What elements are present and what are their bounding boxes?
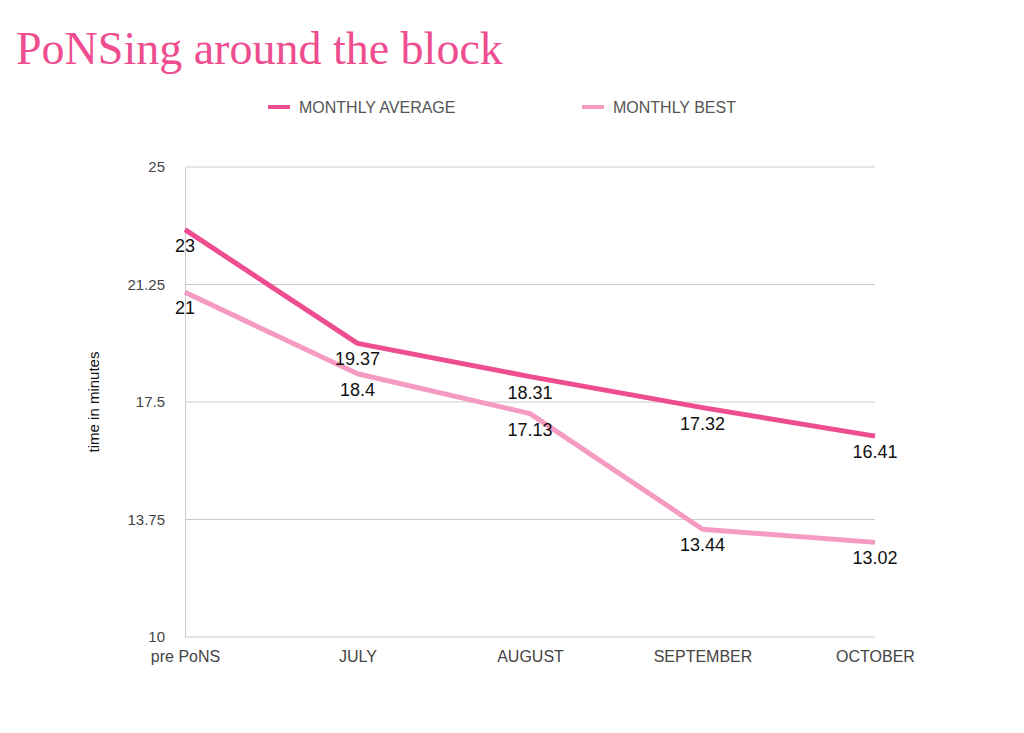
title: PoNSing around the block	[16, 23, 503, 74]
y-tick: 25	[148, 158, 185, 175]
grid-line	[185, 284, 875, 285]
y-axis-title: time in minutes	[85, 352, 102, 453]
data-label: 21	[175, 298, 195, 318]
x-tick-label: JULY	[339, 648, 377, 665]
y-tick-label: 13.75	[127, 511, 165, 528]
data-labels: 23 19.37 18.31 17.32 16.41 21 18.4 17.13 13.44 13…	[175, 236, 898, 569]
y-tick: 21.25	[127, 276, 185, 293]
data-label: 13.02	[852, 548, 897, 568]
legend-swatch	[582, 105, 604, 109]
data-label: 19.37	[335, 349, 380, 369]
y-tick-label: 10	[148, 628, 165, 645]
data-label: 18.4	[340, 380, 375, 400]
grid-line	[185, 637, 875, 638]
plot-area	[185, 230, 875, 543]
x-tick-label: OCTOBER	[836, 648, 915, 665]
data-label: 17.13	[507, 420, 552, 440]
data-label: 18.31	[507, 383, 552, 403]
legend: MONTHLY AVERAGE MONTHLY BEST	[268, 99, 736, 116]
legend-label: MONTHLY AVERAGE	[299, 99, 455, 116]
grid-line	[185, 167, 875, 168]
grid	[185, 167, 875, 637]
legend-swatch	[268, 105, 290, 109]
data-label: 13.44	[680, 535, 725, 555]
y-axis: 10 13.75 17.5 21.25 25	[127, 158, 185, 645]
data-label: 17.32	[680, 414, 725, 434]
x-tick: JULY	[339, 637, 377, 665]
y-tick-label: 21.25	[127, 276, 165, 293]
x-tick: SEPTEMBER	[654, 637, 753, 665]
x-tick-label: pre PoNS	[151, 648, 220, 665]
series-line	[185, 230, 875, 436]
x-tick: OCTOBER	[836, 637, 915, 665]
y-tick: 10	[148, 628, 185, 645]
y-tick: 17.5	[136, 393, 185, 410]
chart: PoNSing around the blockMONTHLY AVERAGEM…	[0, 0, 1024, 733]
y-tick-label: 25	[148, 158, 165, 175]
x-tick-label: AUGUST	[497, 648, 564, 665]
y-tick: 13.75	[127, 511, 185, 528]
grid-line	[185, 519, 875, 520]
data-label: 23	[175, 236, 195, 256]
x-tick: AUGUST	[497, 637, 564, 665]
x-tick: pre PoNS	[151, 637, 220, 665]
x-axis: pre PoNS JULY AUGUST SEPTEMBER OCTOBER	[151, 637, 915, 665]
data-label: 16.41	[852, 442, 897, 462]
y-tick-label: 17.5	[136, 393, 165, 410]
x-tick-label: SEPTEMBER	[654, 648, 753, 665]
legend-label: MONTHLY BEST	[613, 99, 736, 116]
series-line	[185, 292, 875, 542]
